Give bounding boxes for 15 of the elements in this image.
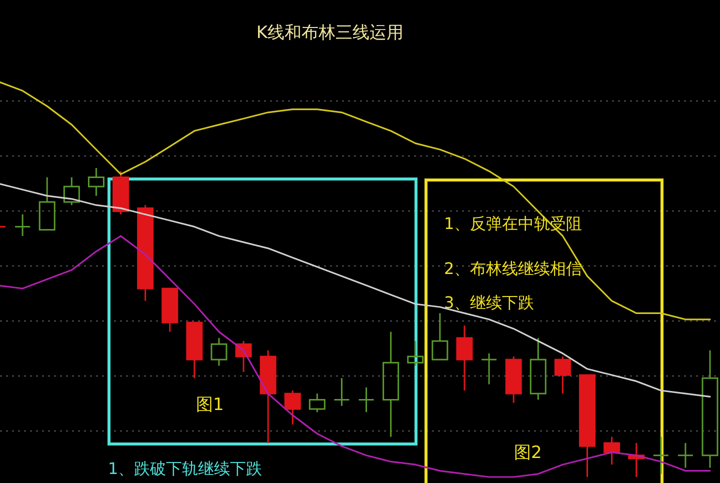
annotation: 3、继续下跌 [444, 293, 534, 312]
annotation: 图1 [196, 395, 224, 415]
candlestick [88, 167, 104, 197]
candlestick [382, 331, 400, 438]
candlestick [358, 386, 375, 413]
candlestick [677, 442, 694, 468]
annotation: 1、跌破下轨继续下跌 [108, 459, 262, 478]
candlestick [702, 350, 718, 468]
chart-title: K线和布林三线运用 [256, 23, 404, 43]
candlestick [652, 436, 670, 475]
annotation: 1、反弹在中轨受阻 [444, 214, 582, 233]
candlestick [14, 214, 31, 237]
annotation: 图2 [514, 443, 542, 463]
annotation: 2、布林线继续相信 [444, 259, 582, 278]
candlestick [456, 324, 473, 392]
